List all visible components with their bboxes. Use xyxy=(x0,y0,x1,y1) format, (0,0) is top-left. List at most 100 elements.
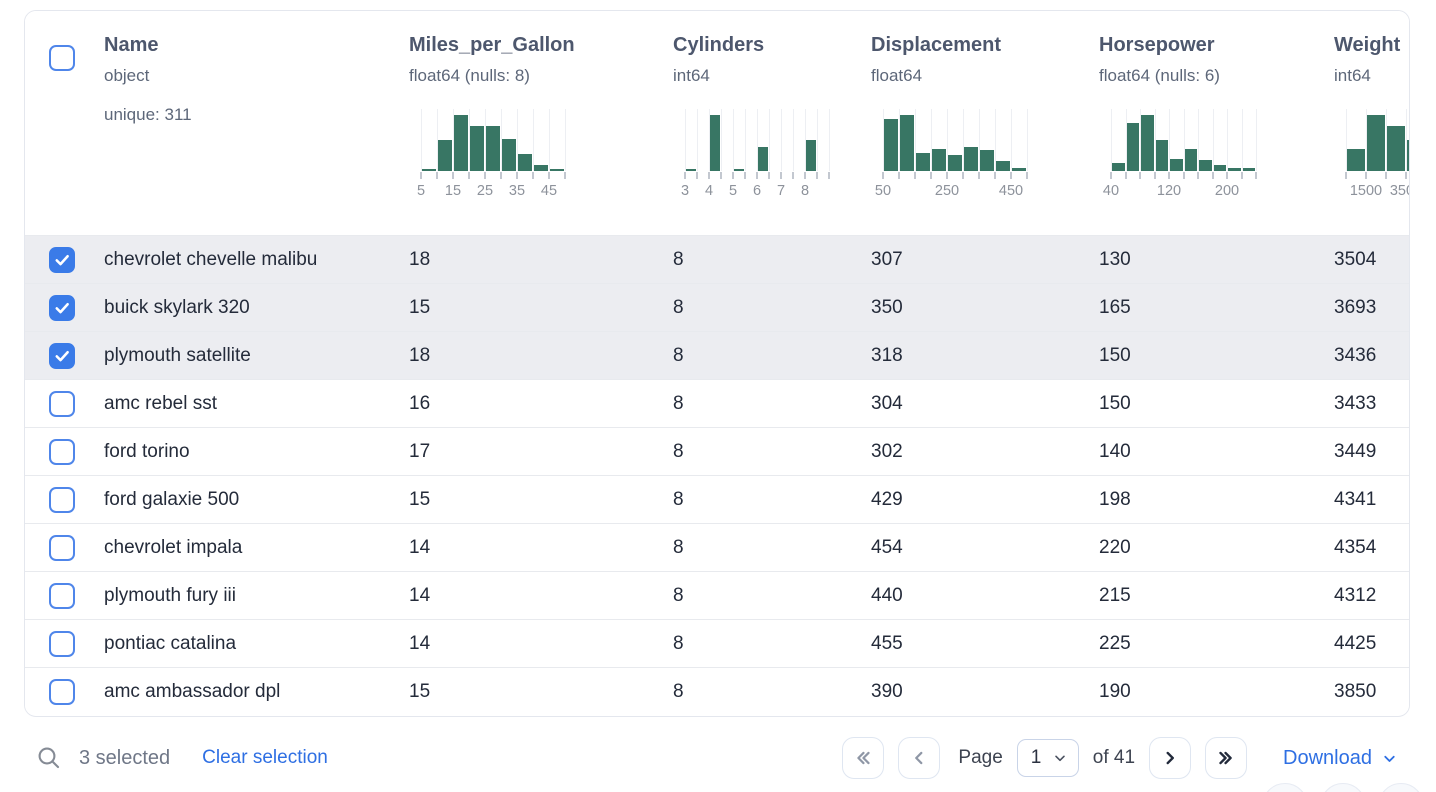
row-checkbox[interactable] xyxy=(49,342,75,369)
last-page-button[interactable] xyxy=(1205,737,1248,779)
check-icon xyxy=(55,302,69,313)
row-checkbox[interactable] xyxy=(49,246,75,273)
cell-weight: 3850 xyxy=(1334,680,1377,702)
column-title: Horsepower xyxy=(1099,34,1215,56)
first-page-button[interactable] xyxy=(842,737,885,779)
row-checkbox[interactable] xyxy=(49,438,75,465)
cell-name: plymouth fury iii xyxy=(104,584,236,606)
cell-weight: 4312 xyxy=(1334,584,1377,606)
cell-disp: 390 xyxy=(871,680,903,702)
page-number-value: 1 xyxy=(1030,747,1042,768)
row-checkbox[interactable] xyxy=(49,486,75,513)
row-checkbox-cell xyxy=(25,476,104,523)
cell-mpg: 15 xyxy=(409,296,431,318)
column-header-mpg: Miles_per_Gallon float64 (nulls: 8) 5 15 2… xyxy=(409,11,673,235)
hidden-action-button-2[interactable] xyxy=(1320,783,1366,792)
table-row: chevrolet chevelle malibu 18 8 307 130 3504 xyxy=(25,235,1409,283)
table-row: ford galaxie 500 15 8 429 198 4341 xyxy=(25,475,1409,523)
cell-weight: 3433 xyxy=(1334,392,1377,414)
histogram-displacement[interactable]: 50 250 450 xyxy=(875,109,1028,203)
cell-cyl: 8 xyxy=(673,248,684,270)
row-checkbox-cell xyxy=(25,620,104,667)
table-footer: 3 selected Clear selection Page 1 of 41 xyxy=(24,735,1410,781)
column-dtype: float64 (nulls: 6) xyxy=(1099,66,1220,85)
column-title: Miles_per_Gallon xyxy=(409,34,575,56)
cell-disp: 307 xyxy=(871,248,903,270)
cell-mpg: 18 xyxy=(409,248,431,270)
cell-hp: 130 xyxy=(1099,248,1131,270)
page-number-select[interactable]: 1 xyxy=(1016,739,1079,777)
axis-tick-label: 4 xyxy=(704,183,714,199)
axis-tick-label: 120 xyxy=(1156,183,1182,199)
cell-mpg: 15 xyxy=(409,488,431,510)
cell-mpg: 14 xyxy=(409,536,431,558)
column-title: Weight xyxy=(1334,34,1401,56)
axis-tick-label: 1500 xyxy=(1349,183,1383,199)
clear-selection-link[interactable]: Clear selection xyxy=(202,747,328,768)
cell-mpg: 16 xyxy=(409,392,431,414)
prev-page-button[interactable] xyxy=(898,737,941,779)
cell-cyl: 8 xyxy=(673,536,684,558)
axis-tick-label: 5 xyxy=(728,183,738,199)
cell-name: ford torino xyxy=(104,440,190,462)
column-header-weight: Weight int64 1500 3500 xyxy=(1334,11,1409,235)
chevron-right-icon xyxy=(1166,751,1174,765)
histogram-weight[interactable]: 1500 3500 xyxy=(1345,109,1409,203)
cell-name: ford galaxie 500 xyxy=(104,488,240,510)
column-header-displacement: Displacement float64 50 250 450 xyxy=(871,11,1099,235)
cell-cyl: 8 xyxy=(673,440,684,462)
hidden-action-button-1[interactable] xyxy=(1262,783,1308,792)
column-header-name: Name object unique: 311 xyxy=(104,11,409,235)
cell-mpg: 17 xyxy=(409,440,431,462)
axis-tick-label: 250 xyxy=(934,183,960,199)
cell-cyl: 8 xyxy=(673,584,684,606)
cell-name: chevrolet impala xyxy=(104,536,243,558)
hidden-action-button-3[interactable] xyxy=(1378,783,1424,792)
table-row: amc ambassador dpl 15 8 390 190 3850 xyxy=(25,667,1409,715)
row-checkbox[interactable] xyxy=(49,678,75,705)
chevron-down-icon xyxy=(1384,755,1395,762)
cell-cyl: 8 xyxy=(673,680,684,702)
axis-tick-label: 7 xyxy=(776,183,786,199)
column-header-horsepower: Horsepower float64 (nulls: 6) 40 120 200 xyxy=(1099,11,1334,235)
cell-disp: 318 xyxy=(871,344,903,366)
cell-disp: 440 xyxy=(871,584,903,606)
download-menu[interactable]: Download xyxy=(1283,747,1398,770)
double-chevron-right-icon xyxy=(1219,751,1232,765)
row-checkbox[interactable] xyxy=(49,390,75,417)
cell-hp: 190 xyxy=(1099,680,1131,702)
cell-disp: 302 xyxy=(871,440,903,462)
next-page-button[interactable] xyxy=(1149,737,1192,779)
cell-disp: 454 xyxy=(871,536,903,558)
chevron-left-icon xyxy=(915,751,923,765)
cell-cyl: 8 xyxy=(673,632,684,654)
chevron-down-icon xyxy=(1054,755,1065,762)
download-label: Download xyxy=(1283,746,1372,769)
double-chevron-left-icon xyxy=(857,751,871,765)
column-dtype: int64 xyxy=(673,66,710,85)
selected-count: 3 selected xyxy=(79,746,171,769)
axis-tick-label: 8 xyxy=(800,183,810,199)
table-row: ford torino 17 8 302 140 3449 xyxy=(25,427,1409,475)
page-label: Page xyxy=(958,747,1003,768)
row-checkbox[interactable] xyxy=(49,534,75,561)
column-title: Displacement xyxy=(871,34,1002,56)
axis-tick-label: 15 xyxy=(444,183,462,199)
row-checkbox[interactable] xyxy=(49,582,75,609)
table-row: plymouth satellite 18 8 318 150 3436 xyxy=(25,331,1409,379)
column-title: Name xyxy=(104,34,159,56)
search-icon[interactable] xyxy=(36,745,62,771)
table-header: Name object unique: 311 Miles_per_Gallon… xyxy=(25,11,1409,235)
histogram-mpg[interactable]: 5 15 25 35 45 xyxy=(417,109,566,203)
cell-weight: 4354 xyxy=(1334,536,1377,558)
row-checkbox-cell xyxy=(25,524,104,571)
row-checkbox[interactable] xyxy=(49,630,75,657)
row-checkbox[interactable] xyxy=(49,294,75,321)
select-all-checkbox[interactable] xyxy=(49,45,75,71)
cell-hp: 140 xyxy=(1099,440,1131,462)
histogram-weight[interactable]: 40 120 200 xyxy=(1103,109,1257,203)
axis-tick-label: 35 xyxy=(508,183,526,199)
cell-weight: 4425 xyxy=(1334,632,1377,654)
